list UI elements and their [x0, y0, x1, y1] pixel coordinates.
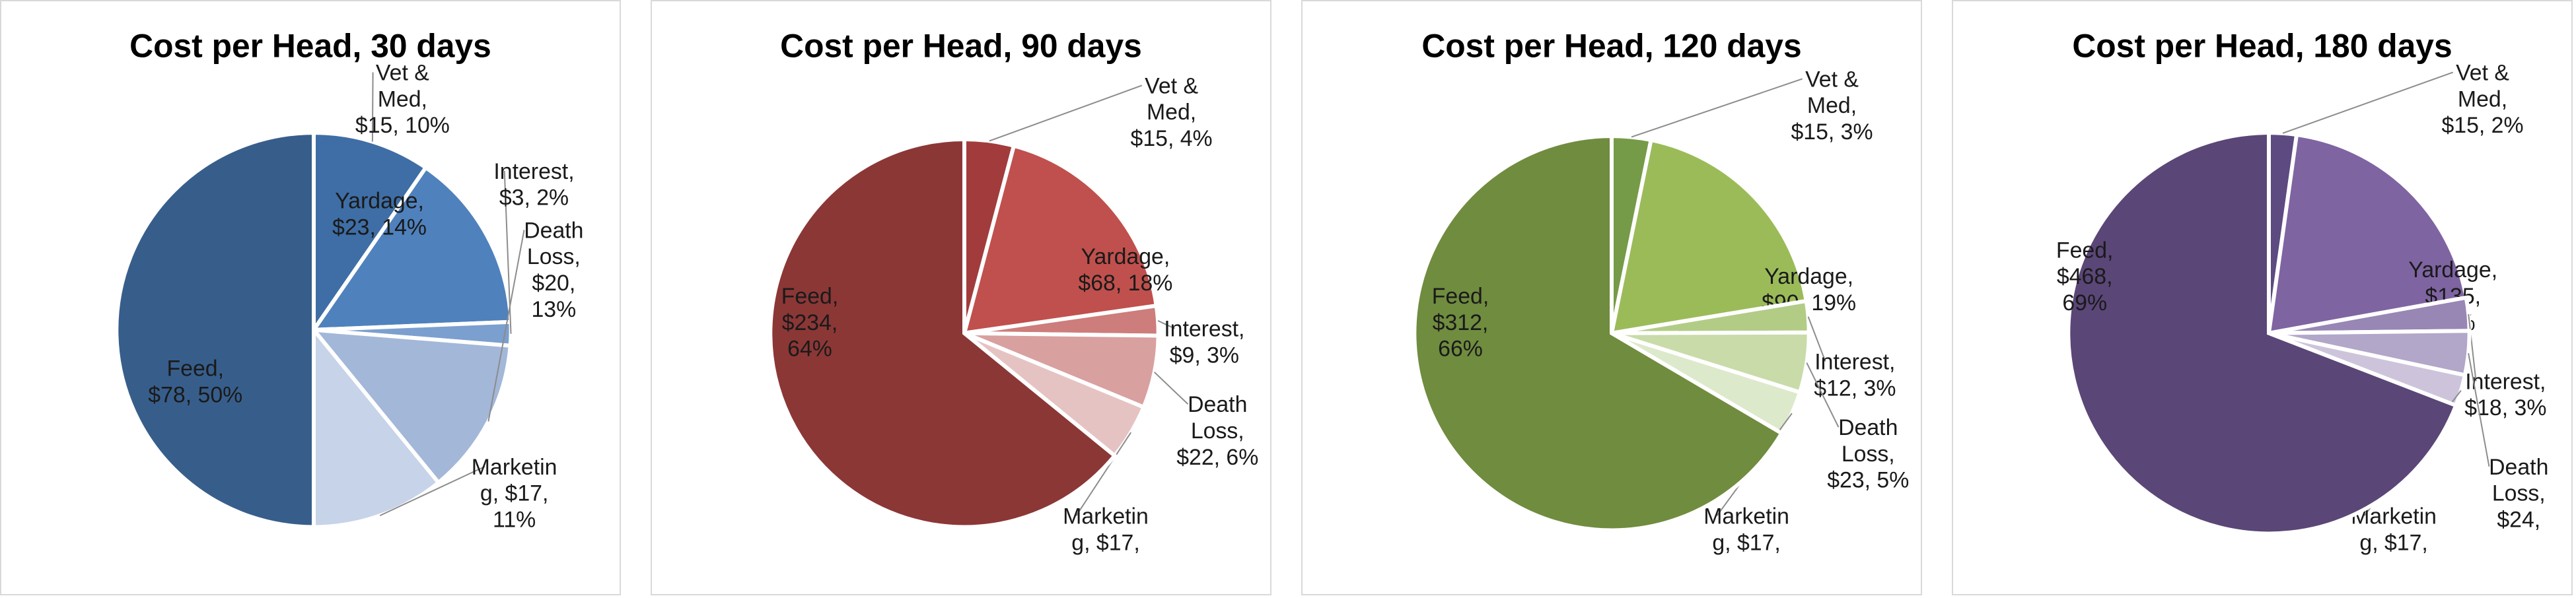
data-label-interest: Interest, $18, 3% [2464, 369, 2546, 420]
data-label-vet-and-med: Vet & Med, $15, 4% [1131, 73, 1213, 151]
data-label-death-loss: Death Loss, $22, 6% [1176, 392, 1258, 470]
data-label-marketing: Marketin g, $17, 11% [472, 455, 557, 533]
data-label-death-loss: Death Loss, $20, 13% [524, 218, 583, 321]
leader-line [1157, 319, 1175, 329]
data-label-feed: Feed, $468, 69% [2056, 238, 2114, 316]
chart-title: Cost per Head, 180 days [2072, 28, 2452, 65]
leader-line [2282, 71, 2454, 134]
data-label-interest: Interest, $3, 2% [493, 159, 574, 211]
leader-line [1075, 432, 1131, 517]
pie-chart-90-days: Cost per Head, 90 days Vet & Med, $15, 4% Ya… [768, 28, 1258, 555]
data-label-marketing: Marketin g, $17, [1063, 504, 1149, 555]
pie-slice-yardage [961, 143, 1159, 336]
leader-line [989, 84, 1143, 142]
data-label-death-loss: Death Loss, $23, 5% [1827, 415, 1909, 493]
leader-line [379, 465, 485, 517]
pie-slice-feed [1412, 134, 1785, 533]
data-label-feed: Feed, $78, 50% [148, 356, 242, 407]
data-label-feed: Feed, $312, 66% [1432, 284, 1489, 362]
pie-slice-yardage [1609, 137, 1809, 336]
leader-line [1806, 362, 1840, 428]
leader-line [2468, 352, 2490, 467]
pie-slice-feed [768, 137, 1118, 529]
chart-title: Cost per Head, 30 days [129, 28, 491, 65]
data-label-yardage: Yardage, $23, 14% [332, 189, 427, 240]
leader-line [487, 230, 525, 422]
pie-chart-panel-30-days: Cost per Head, 30 days Vet & Med, $15, 10% Y… [0, 0, 621, 595]
data-label-feed: Feed, $234, 64% [781, 284, 839, 362]
leader-line [2468, 314, 2477, 382]
leader-line [1807, 316, 1826, 362]
pie-slice-feed [2066, 131, 2459, 536]
chart-title: Cost per Head, 120 days [1421, 28, 1801, 65]
pie-slice-feed [114, 131, 316, 529]
pie-slice-vet-and-med [311, 131, 429, 337]
data-label-yardage: Yardage, $68, 18% [1078, 244, 1172, 296]
data-label-marketing: Marketin g, $17, [1703, 504, 1789, 555]
data-label-interest: Interest, $12, 3% [1814, 350, 1896, 401]
data-label-interest: Interest, $9, 3% [1164, 317, 1244, 368]
pie-chart-panel-120-days: Cost per Head, 120 days Vet & Med, $15, 3% Y… [1301, 0, 1922, 595]
data-label-vet-and-med: Vet & Med, $15, 3% [1791, 67, 1873, 145]
data-label-vet-and-med: Vet & Med, $15, 2% [2441, 60, 2523, 138]
leader-line [1154, 372, 1189, 405]
data-label-vet-and-med: Vet & Med, $15, 10% [355, 60, 450, 138]
chart-title: Cost per Head, 90 days [780, 28, 1142, 65]
pie-chart-panel-180-days: Cost per Head, 180 days Vet & Med, $15, 2% Y… [1952, 0, 2573, 595]
pie-slice-yardage [2266, 132, 2469, 336]
leader-line [1631, 78, 1803, 138]
pie-chart-panel-90-days: Cost per Head, 90 days Vet & Med, $15, 4% Ya… [651, 0, 1271, 595]
data-label-death-loss: Death Loss, $24, [2489, 455, 2548, 533]
